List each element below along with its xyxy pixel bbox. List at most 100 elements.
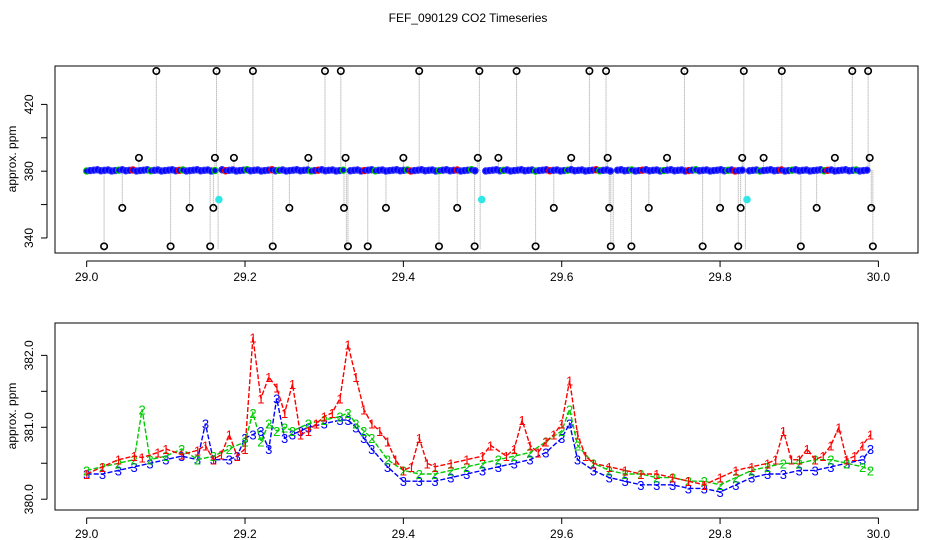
bottom-series-3-marker: 3 [400, 474, 407, 489]
top-dropout-point [470, 242, 479, 251]
top-baseline-point [211, 166, 219, 175]
top-dropout-point [848, 67, 857, 76]
top-dropout-point [606, 242, 615, 251]
bottom-series-2-marker: 2 [653, 471, 660, 486]
bottom-series-2-marker: 2 [748, 463, 755, 478]
bottom-series-3-marker: 3 [590, 463, 597, 478]
top-baseline-points [82, 166, 871, 175]
bottom-series-2-marker: 2 [384, 453, 391, 468]
top-dropout-point [100, 242, 109, 251]
bottom-series-1-marker: 1 [424, 456, 431, 471]
bottom-series-2-marker: 2 [558, 424, 565, 439]
bottom-series-3-marker: 3 [368, 442, 375, 457]
top-y-axis: 340 380 420 [22, 94, 48, 248]
top-dropout-point [212, 67, 221, 76]
bottom-series-3-marker: 3 [463, 467, 470, 482]
bottom-series-2-marker: 2 [146, 453, 153, 468]
bottom-series-3-line [86, 398, 872, 493]
bottom-series-2-marker: 2 [115, 456, 122, 471]
top-dropout-point [185, 203, 194, 212]
bottom-series-1-marker: 1 [827, 438, 834, 453]
bottom-series-3-marker: 3 [621, 474, 628, 489]
bottom-series-1-marker: 1 [835, 420, 842, 435]
bottom-series-1-marker: 1 [780, 424, 787, 439]
top-dropout-point [627, 242, 636, 251]
top-dropout-point [363, 242, 372, 251]
top-baseline-point [738, 166, 746, 174]
bottom-plot-frame [54, 322, 919, 511]
bottom-series-3-marker: 3 [336, 413, 343, 428]
bottom-series-2-marker: 2 [431, 467, 438, 482]
bottom-series-2-marker: 2 [131, 453, 138, 468]
top-dropout-point [680, 67, 689, 76]
bottom-series-1-marker: 1 [138, 450, 145, 465]
bottom-series-3-marker: 3 [859, 453, 866, 468]
bottom-series-1-marker: 1 [764, 456, 771, 471]
top-dropout-point [777, 67, 786, 76]
bottom-series-3-marker: 3 [83, 467, 90, 482]
bottom-series-1-marker: 1 [811, 453, 818, 468]
bottom-series-3-marker: 3 [226, 453, 233, 468]
bottom-series-3-marker: 3 [653, 478, 660, 493]
top-dropout-point [865, 153, 874, 162]
top-dropout-point [166, 242, 175, 251]
bottom-series-3-marker: 3 [360, 431, 367, 446]
bottom-series-1-marker: 1 [772, 453, 779, 468]
top-y-tick-label: 420 [22, 94, 36, 114]
bottom-series-3-marker: 3 [249, 427, 256, 442]
bottom-y-axis: 380.0 381.0 382.0 [22, 340, 48, 514]
bottom-series-1-marker: 1 [154, 445, 161, 460]
bottom-series-3-marker: 3 [447, 471, 454, 486]
top-gap-lines [217, 170, 746, 249]
bottom-series-1-marker: 1 [162, 442, 169, 457]
bottom-series-2-marker: 2 [511, 449, 518, 464]
bottom-x-tick-label: 29.4 [392, 527, 416, 540]
bottom-series-3-marker: 3 [479, 463, 486, 478]
bottom-series-2-marker: 2 [574, 438, 581, 453]
bottom-series-1-marker: 1 [843, 453, 850, 468]
bottom-series-2-marker: 2 [360, 424, 367, 439]
bottom-series-2-marker: 2 [305, 417, 312, 432]
top-dropout-point [229, 153, 238, 162]
top-dropout-point [453, 203, 462, 212]
bottom-y-tick-label: 382.0 [22, 340, 36, 370]
bottom-series-1-marker: 1 [297, 427, 304, 442]
top-dropout-point [343, 242, 352, 251]
bottom-series-2-marker: 2 [336, 410, 343, 425]
bottom-series-3-marker: 3 [843, 456, 850, 471]
bottom-series-1-marker: 1 [281, 406, 288, 421]
top-y-tick-label: 340 [22, 228, 36, 248]
top-dropout-point [739, 67, 748, 76]
bottom-series-1-marker: 1 [218, 448, 225, 463]
top-x-tick-label: 29.0 [75, 270, 99, 284]
bottom-series-3-marker: 3 [321, 417, 328, 432]
bottom-series-1-marker: 1 [352, 370, 359, 385]
bottom-series-3-marker: 3 [606, 471, 613, 486]
top-dropout-point [567, 153, 576, 162]
bottom-series-3-marker: 3 [162, 453, 169, 468]
top-dropout-point [248, 67, 257, 76]
bottom-series-2-marker: 2 [210, 449, 217, 464]
bottom-series-3-marker: 3 [99, 467, 106, 482]
bottom-series-1-marker: 1 [273, 381, 280, 396]
bottom-series-1-marker: 1 [851, 449, 858, 464]
bottom-series-1-marker: 1 [526, 438, 533, 453]
top-dropout-points [100, 67, 877, 251]
bottom-series-1-marker: 1 [115, 453, 122, 468]
bottom-series-2-marker: 2 [281, 420, 288, 435]
bottom-series-1-marker: 1 [202, 438, 209, 453]
bottom-series-1-marker: 1 [400, 463, 407, 478]
bottom-series-1-marker: 1 [550, 427, 557, 442]
bottom-series-3-marker: 3 [289, 427, 296, 442]
bottom-series-3-marker: 3 [115, 463, 122, 478]
bottom-series-1-marker: 1 [241, 442, 248, 457]
bottom-series-2-marker: 2 [194, 453, 201, 468]
bottom-series-3-marker: 3 [273, 392, 280, 407]
bottom-series-3-marker: 3 [352, 420, 359, 435]
top-y-axis-title: approx. ppm [5, 126, 19, 193]
bottom-series-3-marker: 3 [748, 471, 755, 486]
bottom-series-2-marker: 2 [526, 445, 533, 460]
top-dropout-point [864, 67, 873, 76]
